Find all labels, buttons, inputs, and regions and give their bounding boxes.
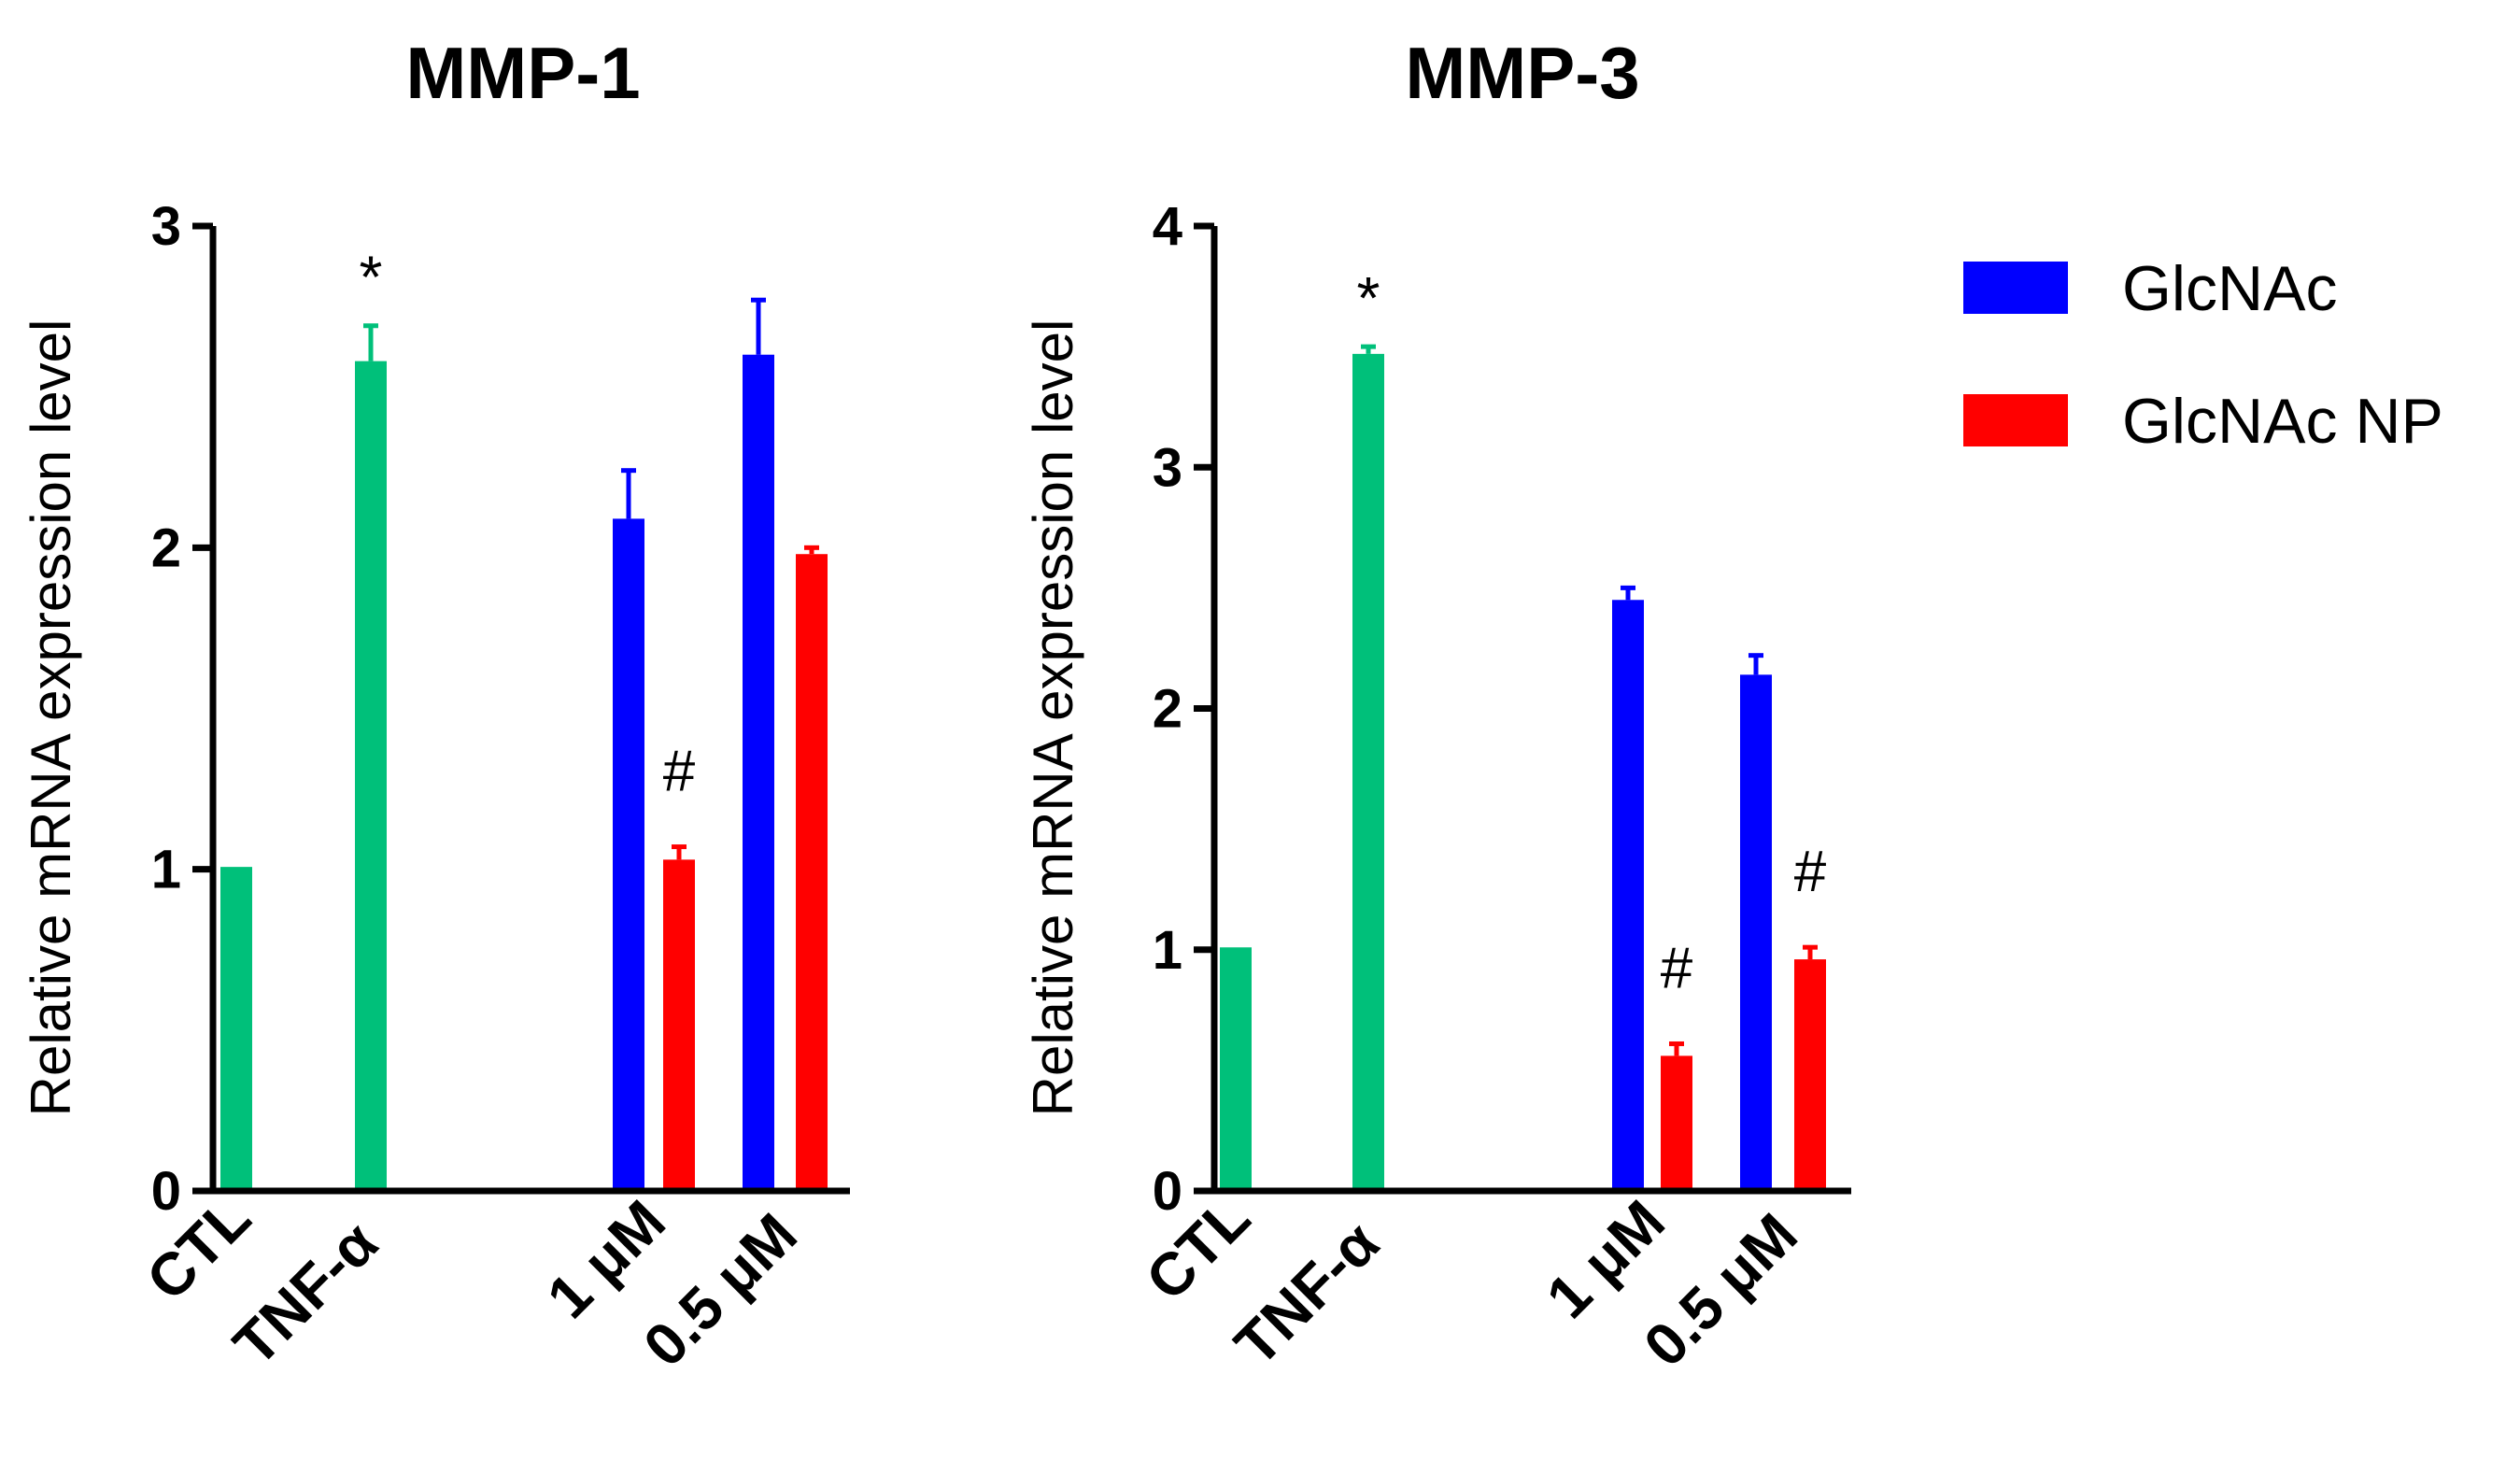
chart-2-bar-3 xyxy=(1612,600,1644,1191)
chart-1-bar-4 xyxy=(663,859,695,1191)
chart-2-bar-1 xyxy=(1220,949,1252,1191)
chart-2-y-tick-label-1: 1 xyxy=(1153,920,1182,981)
chart-1-bar-2 xyxy=(355,361,387,1191)
chart-1-bar-5 xyxy=(743,354,774,1191)
legend-swatch-1 xyxy=(1963,262,2068,314)
chart-2-title: MMP-3 xyxy=(1405,32,1639,114)
chart-1-bar-3 xyxy=(613,518,644,1191)
legend-label-2: GlcNAc NP xyxy=(2122,386,2443,457)
chart-2-bar-4 xyxy=(1661,1055,1692,1191)
chart-2-y-tick-label-0: 0 xyxy=(1153,1161,1182,1222)
chart-2-annotation-3: # xyxy=(1794,840,1827,904)
chart-1-y-tick-label-0: 0 xyxy=(151,1161,181,1222)
chart-1-y-axis-label: Relative mRNA expression level xyxy=(20,319,82,1117)
chart-2-y-tick-label-3: 3 xyxy=(1153,437,1182,498)
chart-2-bar-2 xyxy=(1352,353,1384,1191)
chart-2-bar-5 xyxy=(1740,674,1772,1191)
chart-1-bar-1 xyxy=(220,869,252,1191)
legend-swatch-2 xyxy=(1963,394,2068,446)
chart-2-annotation-1: * xyxy=(1357,264,1380,332)
chart-1-y-tick-label-3: 3 xyxy=(151,196,181,257)
chart-2-bar-6 xyxy=(1794,959,1826,1191)
chart-2-annotation-2: # xyxy=(1661,936,1693,1000)
chart-1-y-tick-label-1: 1 xyxy=(151,840,181,900)
chart-2-y-tick-label-4: 4 xyxy=(1153,196,1182,257)
legend-label-1: GlcNAc xyxy=(2122,253,2337,324)
chart-1-title: MMP-1 xyxy=(405,32,640,114)
chart-1-annotation-2: # xyxy=(663,740,696,804)
chart-2-y-tick-label-2: 2 xyxy=(1153,679,1182,740)
chart-1-annotation-1: * xyxy=(360,244,383,311)
chart-2-y-axis-label: Relative mRNA expression level xyxy=(1022,319,1084,1117)
chart-1-bar-6 xyxy=(796,554,828,1191)
chart-1-y-tick-label-2: 2 xyxy=(151,517,181,578)
